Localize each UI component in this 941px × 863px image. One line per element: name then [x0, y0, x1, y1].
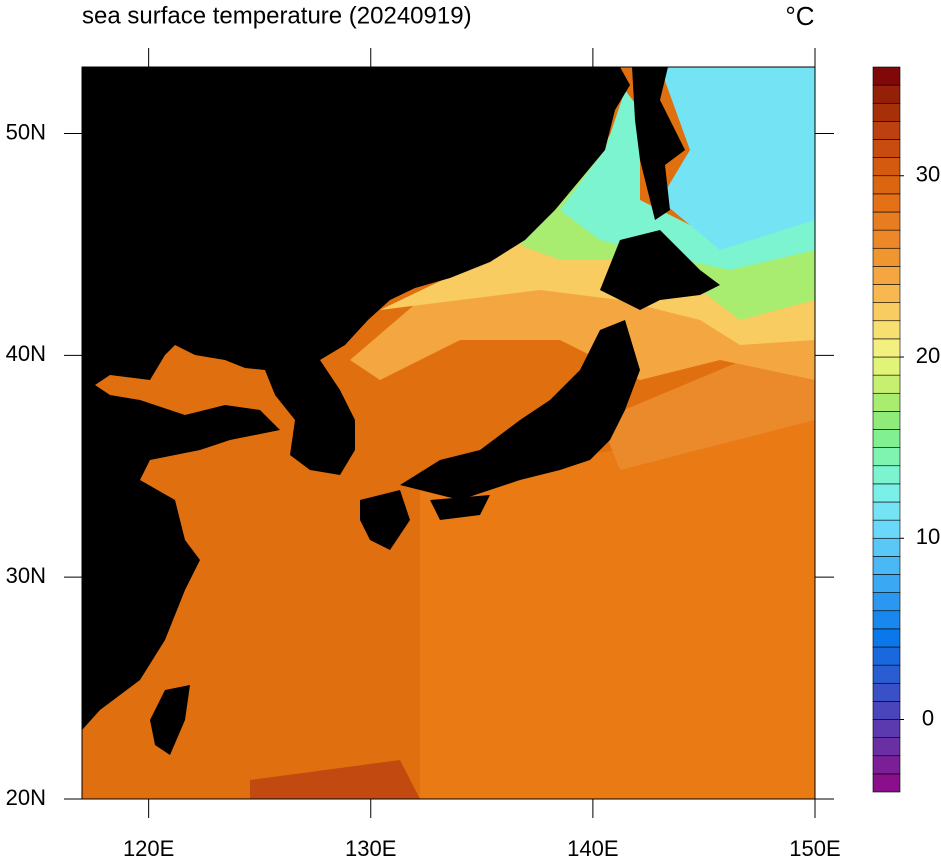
colorbar-box	[872, 628, 901, 648]
colorbar-box	[872, 483, 901, 503]
colorbar-tick-label: 30	[916, 162, 940, 187]
colorbar-box	[872, 556, 901, 575]
map	[82, 67, 815, 799]
plot-frame	[81, 66, 816, 800]
colorbar-box	[872, 447, 901, 467]
unit-label: °C	[785, 1, 814, 31]
colorbar-box	[872, 755, 901, 775]
y-tick-label: 20N	[6, 785, 46, 810]
colorbar-box	[872, 682, 901, 702]
land	[400, 320, 640, 500]
colorbar-box	[872, 664, 901, 684]
colorbar-box	[872, 121, 901, 140]
colorbar-tick-label: 20	[916, 343, 940, 368]
ocean-region	[560, 90, 815, 270]
colorbar-box	[872, 773, 901, 793]
colorbar-box	[872, 465, 901, 485]
land	[360, 490, 410, 550]
colorbar-box	[872, 229, 901, 249]
colorbar-box	[872, 592, 901, 612]
colorbar-box	[872, 102, 901, 122]
colorbar-box	[872, 737, 901, 757]
colorbar-box	[872, 610, 901, 630]
colorbar-box	[872, 356, 901, 376]
land	[82, 67, 630, 730]
colorbar-box	[872, 701, 901, 720]
colorbar-box	[872, 211, 901, 231]
colorbar-box	[872, 338, 901, 358]
colorbar-tick-label: 0	[922, 705, 934, 730]
colorbar-box	[872, 519, 901, 539]
colorbar-box	[872, 429, 901, 448]
y-tick-label: 30N	[6, 563, 46, 588]
colorbar-box	[872, 646, 901, 666]
land	[600, 230, 720, 310]
colorbar-box	[872, 501, 901, 521]
colorbar-box	[872, 266, 901, 285]
y-tick-label: 40N	[6, 341, 46, 366]
colorbar-box	[872, 392, 901, 412]
ocean-region	[380, 200, 815, 345]
colorbar-box	[872, 574, 901, 593]
x-tick-label: 130E	[345, 836, 396, 858]
y-tick-label: 50N	[6, 119, 46, 144]
land	[430, 495, 490, 520]
land	[150, 685, 190, 755]
colorbar-box	[872, 157, 901, 177]
colorbar-tick-label: 10	[916, 524, 940, 549]
x-tick-label: 120E	[123, 836, 174, 858]
ocean-region	[250, 760, 420, 799]
colorbar-box	[872, 302, 901, 322]
colorbar-box	[872, 374, 901, 394]
x-tick-label: 150E	[789, 836, 840, 858]
chart-title: sea surface temperature (20240919)	[82, 2, 472, 29]
land	[632, 67, 685, 220]
colorbar-box	[872, 193, 901, 213]
colorbar-box	[872, 84, 901, 104]
ocean-region	[350, 230, 815, 380]
colorbar-box	[872, 719, 901, 738]
colorbar-box	[872, 537, 901, 557]
colorbar-box	[872, 411, 901, 430]
x-tick-label: 140E	[567, 836, 618, 858]
colorbar-box	[872, 320, 901, 340]
ocean-region	[660, 67, 815, 250]
ocean-region	[420, 420, 815, 799]
colorbar-box	[872, 284, 901, 303]
colorbar-box	[872, 139, 901, 158]
colorbar-box	[872, 66, 901, 86]
colorbar-box	[872, 247, 901, 267]
colorbar-box	[872, 175, 901, 195]
